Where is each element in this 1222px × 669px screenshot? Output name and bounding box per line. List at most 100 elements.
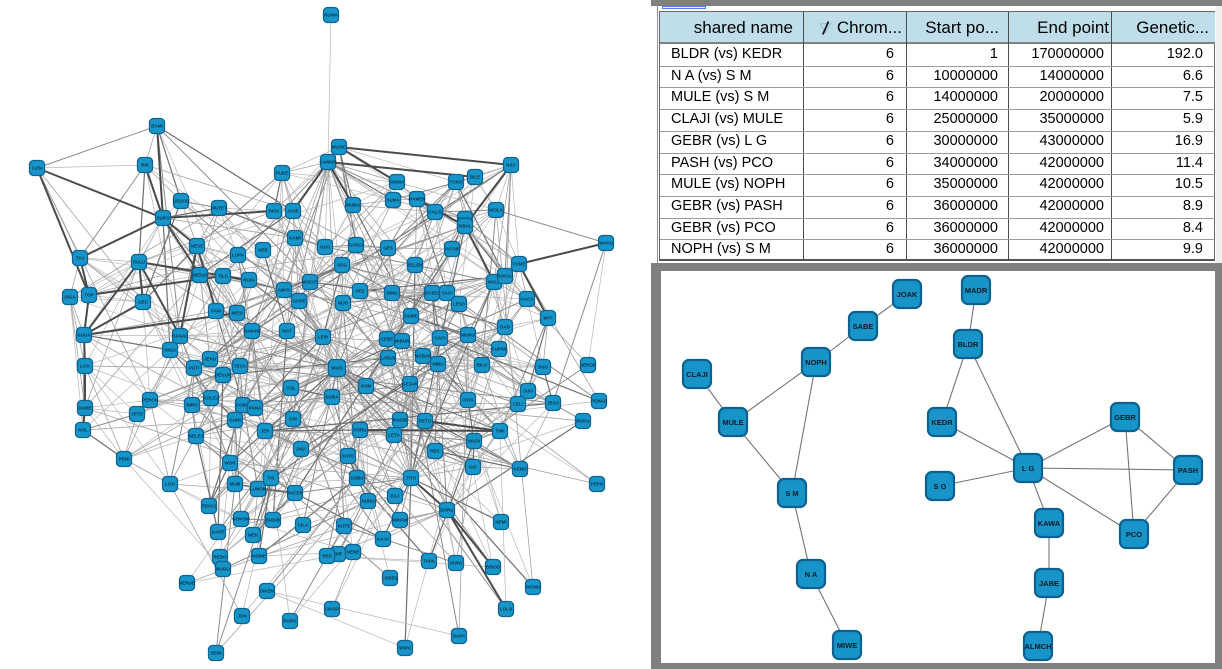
svg-text:PAM: PAM xyxy=(211,309,221,314)
svg-text:MUM: MUM xyxy=(230,482,241,487)
svg-text:NOL: NOL xyxy=(78,428,88,433)
svg-text:CILA: CILA xyxy=(298,523,309,528)
svg-text:MESI: MESI xyxy=(231,311,242,316)
svg-text:TEKOJ: TEKOJ xyxy=(201,504,217,509)
svg-text:NESE: NESE xyxy=(191,244,203,249)
svg-text:NOBA: NOBA xyxy=(325,395,339,400)
svg-text:GEBR: GEBR xyxy=(1114,413,1136,422)
svg-text:WEK: WEK xyxy=(248,533,259,538)
svg-text:JABE: JABE xyxy=(1039,579,1059,588)
svg-text:PORU: PORU xyxy=(353,428,366,433)
svg-text:NEROD: NEROD xyxy=(580,363,597,368)
svg-text:GES: GES xyxy=(383,246,393,251)
svg-text:TAPA: TAPA xyxy=(423,559,435,564)
svg-text:TILO: TILO xyxy=(218,274,229,279)
svg-text:LUPA: LUPA xyxy=(232,253,245,258)
svg-text:JASE: JASE xyxy=(287,209,299,214)
svg-text:MOCOT: MOCOT xyxy=(302,280,319,285)
svg-text:DUBU: DUBU xyxy=(351,476,364,481)
svg-text:PACER: PACER xyxy=(287,491,303,496)
svg-text:MITI: MITI xyxy=(544,316,553,321)
svg-text:RULU: RULU xyxy=(133,260,146,265)
svg-text:TOME: TOME xyxy=(513,262,526,267)
svg-text:KAMI: KAMI xyxy=(289,236,301,241)
svg-text:NIBU: NIBU xyxy=(433,362,444,367)
svg-text:PES: PES xyxy=(355,289,364,294)
svg-text:CIN: CIN xyxy=(289,417,297,422)
svg-text:NOME: NOME xyxy=(252,554,266,559)
svg-text:BOKU: BOKU xyxy=(576,419,589,424)
svg-text:JEP: JEP xyxy=(261,429,270,434)
svg-text:DEGUN: DEGUN xyxy=(215,373,231,378)
svg-text:BLDR: BLDR xyxy=(958,340,979,349)
svg-text:N A: N A xyxy=(805,570,818,579)
svg-text:PASH: PASH xyxy=(1178,466,1198,475)
svg-text:JON: JON xyxy=(237,614,246,619)
svg-text:TECA: TECA xyxy=(234,364,247,369)
svg-text:RUWA: RUWA xyxy=(324,13,338,18)
svg-text:PETO: PETO xyxy=(419,419,432,424)
svg-text:PEMAD: PEMAD xyxy=(591,399,608,404)
svg-text:MADR: MADR xyxy=(965,286,988,295)
svg-text:POPO: POPO xyxy=(283,619,297,624)
svg-text:POTIB: POTIB xyxy=(445,247,460,252)
svg-text:JOTA: JOTA xyxy=(462,398,474,403)
svg-text:RAGAL: RAGAL xyxy=(172,334,188,339)
svg-text:DORU: DORU xyxy=(440,508,453,513)
svg-text:DIGA: DIGA xyxy=(64,295,76,300)
svg-text:TIS: TIS xyxy=(267,476,274,481)
svg-text:NELEJ: NELEJ xyxy=(189,434,204,439)
svg-text:NENE: NENE xyxy=(347,550,360,555)
svg-text:SIBAL: SIBAL xyxy=(458,224,472,229)
svg-text:PUDE: PUDE xyxy=(276,171,289,176)
svg-text:MUTET: MUTET xyxy=(211,206,227,211)
svg-text:LUNON: LUNON xyxy=(250,487,266,492)
svg-text:TITO: TITO xyxy=(406,476,417,481)
svg-text:CUPIW: CUPIW xyxy=(492,347,508,352)
svg-text:WIPU: WIPU xyxy=(399,646,411,651)
svg-text:LOLO: LOLO xyxy=(500,607,513,612)
svg-text:PERON: PERON xyxy=(142,398,158,403)
svg-text:SOG: SOG xyxy=(337,263,348,268)
svg-text:MUNU: MUNU xyxy=(461,333,475,338)
svg-text:RIJIK: RIJIK xyxy=(243,278,255,283)
svg-text:MOBAN: MOBAN xyxy=(415,354,432,359)
svg-text:GEDOD: GEDOD xyxy=(173,199,190,204)
svg-text:WAT: WAT xyxy=(282,329,292,334)
svg-text:NOLE: NOLE xyxy=(488,280,501,285)
svg-text:KAPE: KAPE xyxy=(212,530,225,535)
svg-text:CIKOP: CIKOP xyxy=(325,607,339,612)
svg-text:SOTO: SOTO xyxy=(342,454,355,459)
svg-text:LESO: LESO xyxy=(453,302,466,307)
svg-text:NUNU: NUNU xyxy=(362,499,375,504)
svg-text:CALIS: CALIS xyxy=(428,210,442,215)
svg-text:NAC: NAC xyxy=(506,163,516,168)
svg-text:S M: S M xyxy=(785,489,798,498)
svg-text:WAKU: WAKU xyxy=(599,241,613,246)
svg-text:BILE: BILE xyxy=(470,175,480,180)
svg-text:TAJ: TAJ xyxy=(76,256,85,261)
svg-text:GOPE: GOPE xyxy=(292,299,305,304)
svg-text:S G: S G xyxy=(934,482,947,491)
svg-text:JESO: JESO xyxy=(547,401,560,406)
svg-text:SELEN: SELEN xyxy=(407,263,422,268)
svg-text:TIMI: TIMI xyxy=(496,429,505,434)
svg-text:BUGO: BUGO xyxy=(216,567,230,572)
svg-text:LIJA: LIJA xyxy=(80,364,91,369)
svg-text:LETA: LETA xyxy=(388,433,400,438)
svg-text:SUDIB: SUDIB xyxy=(266,518,281,523)
svg-text:PANA: PANA xyxy=(249,406,262,411)
svg-text:KOLEJ: KOLEJ xyxy=(203,396,219,401)
svg-text:MUBU: MUBU xyxy=(346,203,360,208)
svg-text:CACI: CACI xyxy=(435,336,446,341)
svg-text:CAWUN: CAWUN xyxy=(320,160,337,165)
svg-text:MUSIC: MUSIC xyxy=(332,145,347,150)
svg-text:NOPH: NOPH xyxy=(805,358,827,367)
svg-text:LIJO: LIJO xyxy=(165,482,176,487)
svg-text:NIGU: NIGU xyxy=(164,348,175,353)
svg-text:GUGA: GUGA xyxy=(77,333,91,338)
svg-text:KOM: KOM xyxy=(361,384,372,389)
svg-text:WUDI: WUDI xyxy=(468,439,480,444)
svg-text:ROCUJ: ROCUJ xyxy=(497,274,513,279)
svg-text:NEMI: NEMI xyxy=(495,520,506,525)
